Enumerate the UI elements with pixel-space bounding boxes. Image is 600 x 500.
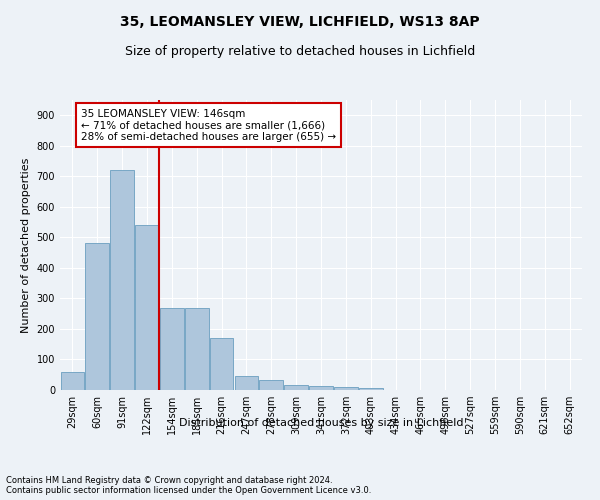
Text: 35, LEOMANSLEY VIEW, LICHFIELD, WS13 8AP: 35, LEOMANSLEY VIEW, LICHFIELD, WS13 8AP (120, 15, 480, 29)
Text: Contains HM Land Registry data © Crown copyright and database right 2024.
Contai: Contains HM Land Registry data © Crown c… (6, 476, 371, 495)
Bar (359, 388, 383, 390)
Bar (259, 380, 283, 390)
Bar (61, 372, 84, 390)
Bar (334, 387, 358, 390)
Bar (185, 308, 209, 390)
Bar (135, 225, 159, 390)
Bar (309, 386, 333, 390)
Bar (284, 384, 308, 390)
Bar (110, 170, 134, 390)
Text: Distribution of detached houses by size in Lichfield: Distribution of detached houses by size … (179, 418, 463, 428)
Bar (210, 338, 233, 390)
Text: 35 LEOMANSLEY VIEW: 146sqm
← 71% of detached houses are smaller (1,666)
28% of s: 35 LEOMANSLEY VIEW: 146sqm ← 71% of deta… (81, 108, 336, 142)
Bar (85, 244, 109, 390)
Bar (235, 376, 258, 390)
Text: Size of property relative to detached houses in Lichfield: Size of property relative to detached ho… (125, 45, 475, 58)
Y-axis label: Number of detached properties: Number of detached properties (21, 158, 31, 332)
Bar (160, 308, 184, 390)
